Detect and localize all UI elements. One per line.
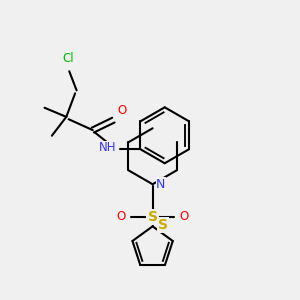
Text: S: S	[158, 218, 168, 232]
Text: S: S	[148, 210, 158, 224]
Text: NH: NH	[99, 141, 116, 154]
Text: O: O	[117, 210, 126, 223]
Text: O: O	[117, 104, 127, 118]
Text: Cl: Cl	[62, 52, 74, 65]
Text: N: N	[156, 178, 166, 191]
Text: O: O	[179, 210, 188, 223]
